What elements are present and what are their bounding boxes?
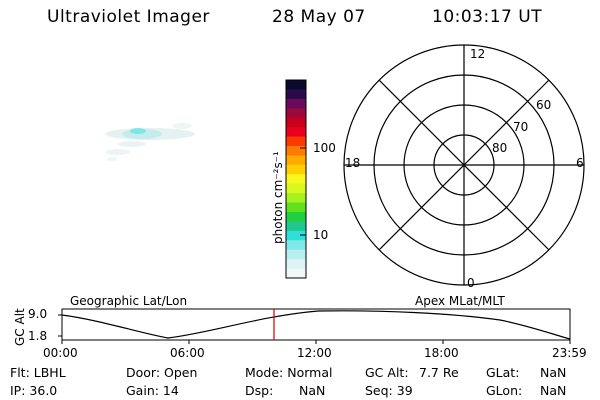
glon-label: GLon: — [486, 383, 523, 398]
polar-grid — [343, 44, 585, 286]
colorbar-cell — [286, 98, 306, 109]
ip-value: IP: 36.0 — [10, 383, 58, 398]
orbit-altitude-curve — [61, 310, 571, 340]
colorbar-cell — [286, 89, 306, 100]
lat-label-80: 80 — [492, 141, 508, 155]
gc-alt-axis-label: GC Alt — [13, 308, 27, 346]
colorbar-cell — [286, 202, 306, 213]
colorbar-cell — [286, 146, 306, 157]
gain-value: Gain: 14 — [126, 383, 179, 398]
colorbar-cell — [286, 155, 306, 166]
mlt-label-6: 6 — [576, 156, 584, 170]
meridian-diagonal-2 — [378, 79, 550, 251]
colorbar-cell — [286, 80, 306, 91]
time-tick-2359: 23:59 — [552, 346, 587, 360]
mlt-label-0: 0 — [467, 276, 475, 290]
color-scale-frame — [285, 79, 307, 279]
orbit-timeline-frame — [61, 308, 571, 341]
colorbar-cell — [286, 249, 306, 260]
lat-label-60: 60 — [536, 98, 552, 112]
dsp-value: NaN — [299, 383, 326, 398]
colorbar-cell — [286, 259, 306, 270]
lat-label-70: 70 — [513, 120, 529, 134]
colorbar-cell — [286, 127, 306, 138]
mlt-label-12: 12 — [470, 47, 486, 61]
time-tick-0600: 06:00 — [170, 346, 205, 360]
colorbar-cell — [286, 221, 306, 232]
time-tick-0000: 00:00 — [43, 346, 78, 360]
gc-alt-min-label: 1.8 — [28, 329, 48, 343]
sequence-value: Seq: 39 — [365, 383, 413, 398]
colorbar-cell — [286, 268, 306, 279]
colorbar-label-100: 100 — [313, 141, 336, 155]
colorbar-unit-label: photon cm⁻²s⁻¹ — [271, 151, 285, 244]
colorbar-cell — [286, 174, 306, 185]
image-date: 28 May 07 — [272, 7, 366, 27]
apex-mlat-mlt-label: Apex MLat/MLT — [415, 294, 505, 308]
colorbar-label-10: 10 — [313, 228, 329, 242]
time-tick-1200: 12:00 — [297, 346, 332, 360]
colorbar-cell — [286, 230, 306, 241]
glon-value: NaN — [540, 383, 567, 398]
gc-alt-max-label: 9.0 — [28, 307, 48, 321]
glat-value: NaN — [540, 365, 567, 380]
glat-label: GLat: — [486, 365, 520, 380]
gc-alt-label: GC Alt: — [365, 365, 409, 380]
image-time: 10:03:17 UT — [432, 7, 543, 27]
geographic-latlon-label: Geographic Lat/Lon — [70, 294, 188, 308]
mlt-label-18: 18 — [345, 156, 361, 170]
time-tick-1800: 18:00 — [424, 346, 459, 360]
colorbar-cell — [286, 108, 306, 119]
colorbar-cell — [286, 136, 306, 147]
filter-value: Flt: LBHL — [10, 365, 66, 380]
colorbar-cell — [286, 164, 306, 175]
door-status: Door: Open — [126, 365, 198, 380]
timeline-ticks — [58, 314, 571, 344]
colorbar-cell — [286, 117, 306, 128]
colorbar-cell — [286, 212, 306, 223]
colorbar-cell — [286, 193, 306, 204]
colorbar-cell — [286, 183, 306, 194]
mode-value: Mode: Normal — [245, 365, 333, 380]
color-scale-bar — [286, 80, 306, 279]
colorbar-cell — [286, 240, 306, 251]
gc-alt-value: 7.7 Re — [419, 365, 459, 380]
auroral-emission-image — [105, 123, 195, 161]
dsp-label: Dsp: — [245, 383, 274, 398]
instrument-title: Ultraviolet Imager — [47, 7, 210, 27]
